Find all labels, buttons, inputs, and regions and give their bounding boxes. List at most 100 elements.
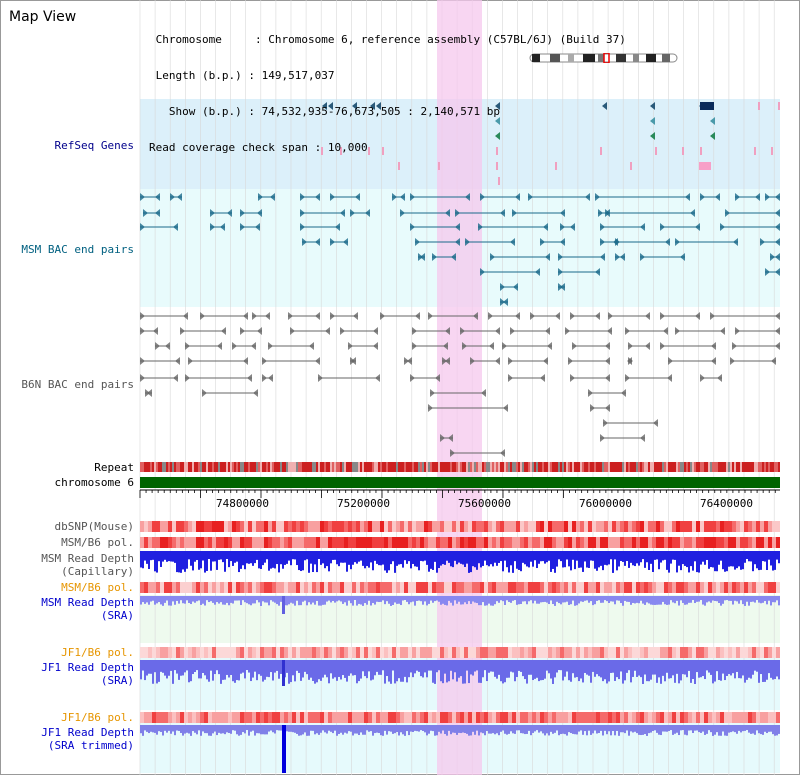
jf1-trim-depth-bar[interactable] [452,725,454,733]
msm-sra-depth-bar[interactable] [158,596,160,603]
b6n-bac-pair-end[interactable] [717,374,722,382]
track-label-msm-b6-pol-2[interactable]: MSM/B6 pol. [61,581,134,594]
msm-capillary-depth-bar[interactable] [200,551,202,569]
msm-bac-pair-end[interactable] [512,209,517,217]
jf1-pol-heat-cell[interactable] [644,647,648,658]
jf1-sra-depth-bar[interactable] [594,660,596,677]
jf1-pol2-heat-cell[interactable] [236,712,240,723]
msm-capillary-depth-bar[interactable] [778,551,780,564]
jf1-pol-heat-cell[interactable] [704,647,708,658]
b6n-bac-pair-end[interactable] [495,357,500,365]
msm-capillary-depth-bar[interactable] [632,551,634,566]
b6n-bac-pair-end[interactable] [412,327,417,335]
jf1-trim-depth-bar[interactable] [542,725,544,734]
jf1-trim-depth-bar[interactable] [340,725,342,733]
jf1-trim-depth-bar[interactable] [478,725,480,736]
msm-bac-pair-end[interactable] [490,253,495,261]
msm-pol-heat-cell[interactable] [180,537,184,548]
jf1-sra-depth-bar[interactable] [620,660,622,672]
msm-pol2-heat-cell[interactable] [568,582,572,593]
msm-pol-heat-cell[interactable] [204,537,208,548]
msm-capillary-depth-bar[interactable] [754,551,756,565]
jf1-sra-depth-bar[interactable] [174,660,176,671]
dbsnp-heat-cell[interactable] [416,521,420,532]
jf1-trim-depth-bar[interactable] [326,725,328,734]
msm-capillary-depth-bar[interactable] [220,551,222,560]
msm-bac-pair-end[interactable] [600,223,605,231]
msm-pol2-heat-cell[interactable] [692,582,696,593]
jf1-pol2-heat-cell[interactable] [280,712,284,723]
jf1-pol2-heat-cell[interactable] [380,712,384,723]
b6n-bac-pair-end[interactable] [232,342,237,350]
msm-pol2-heat-cell[interactable] [408,582,412,593]
jf1-trim-depth-bar[interactable] [714,725,716,735]
msm-bac-pair-end[interactable] [513,283,518,291]
msm-sra-depth-bar[interactable] [148,596,150,605]
msm-pol2-heat-cell[interactable] [244,582,248,593]
msm-capillary-depth-bar[interactable] [718,551,720,565]
jf1-trim-depth-bar[interactable] [698,725,700,733]
dbsnp-heat-cell[interactable] [692,521,696,532]
msm-sra-depth-bar[interactable] [552,596,554,605]
dbsnp-heat-cell[interactable] [604,521,608,532]
jf1-pol2-heat-cell[interactable] [672,712,676,723]
jf1-trim-depth-bar[interactable] [394,725,396,734]
jf1-sra-depth-bar[interactable] [564,660,566,677]
msm-sra-depth-bar[interactable] [442,596,444,604]
msm-sra-depth-bar[interactable] [536,596,538,604]
msm-capillary-depth-bar[interactable] [522,551,524,563]
jf1-sra-depth-bar[interactable] [552,660,554,684]
jf1-sra-depth-bar[interactable] [672,660,674,676]
jf1-trim-depth-bar[interactable] [256,725,258,734]
msm-sra-depth-bar[interactable] [564,596,566,603]
b6n-bac-pair-end[interactable] [165,342,170,350]
jf1-sra-depth-bar[interactable] [218,660,220,675]
jf1-trim-depth-bar[interactable] [342,725,344,735]
repeat-track-bar[interactable] [140,462,780,472]
jf1-pol2-heat-cell[interactable] [652,712,656,723]
msm-pol-heat-cell[interactable] [332,537,336,548]
msm-sra-depth-bar[interactable] [684,596,686,605]
jf1-pol2-heat-cell[interactable] [764,712,768,723]
msm-capillary-depth-bar[interactable] [560,551,562,562]
msm-capillary-depth-bar[interactable] [592,551,594,561]
msm-capillary-depth-bar[interactable] [472,551,474,567]
b6n-bac-pair-end[interactable] [257,327,262,335]
msm-capillary-depth-bar[interactable] [362,551,364,566]
b6n-bac-pair-end[interactable] [607,327,612,335]
jf1-trim-depth-bar[interactable] [462,725,464,733]
jf1-sra-depth-bar[interactable] [498,660,500,675]
jf1-pol2-heat-cell[interactable] [776,712,780,723]
jf1-trim-depth-bar[interactable] [346,725,348,734]
jf1-pol2-heat-cell[interactable] [436,712,440,723]
msm-sra-depth-bar[interactable] [166,596,168,601]
msm-capillary-depth-bar[interactable] [478,551,480,564]
jf1-pol2-heat-cell[interactable] [464,712,468,723]
jf1-trim-depth-bar[interactable] [596,725,598,734]
jf1-sra-depth-bar[interactable] [432,660,434,683]
jf1-sra-depth-bar[interactable] [598,660,600,677]
b6n-bac-pair-end[interactable] [262,357,267,365]
msm-sra-depth-bar[interactable] [368,596,370,601]
msm-bac-pair-end[interactable] [451,253,456,261]
jf1-pol2-heat-cell[interactable] [596,712,600,723]
msm-pol2-heat-cell[interactable] [556,582,560,593]
msm-bac-pair-end[interactable] [515,193,520,201]
msm-capillary-depth-bar[interactable] [182,551,184,570]
jf1-pol2-heat-cell[interactable] [172,712,176,723]
msm-pol-heat-cell[interactable] [724,537,728,548]
jf1-trim-depth-bar[interactable] [306,725,308,736]
msm-pol2-heat-cell[interactable] [224,582,228,593]
msm-pol-heat-cell[interactable] [580,537,584,548]
msm-capillary-depth-bar[interactable] [244,551,246,570]
jf1-sra-depth-bar[interactable] [332,660,334,679]
msm-pol2-heat-cell[interactable] [484,582,488,593]
msm-capillary-depth-bar[interactable] [646,551,648,563]
jf1-pol-heat-cell[interactable] [752,647,756,658]
dbsnp-heat-cell[interactable] [324,521,328,532]
jf1-pol2-heat-cell[interactable] [240,712,244,723]
msm-capillary-depth-bar[interactable] [364,551,366,569]
jf1-sra-depth-bar[interactable] [704,660,706,680]
b6n-bac-pair-end[interactable] [140,374,145,382]
msm-pol2-heat-cell[interactable] [212,582,216,593]
